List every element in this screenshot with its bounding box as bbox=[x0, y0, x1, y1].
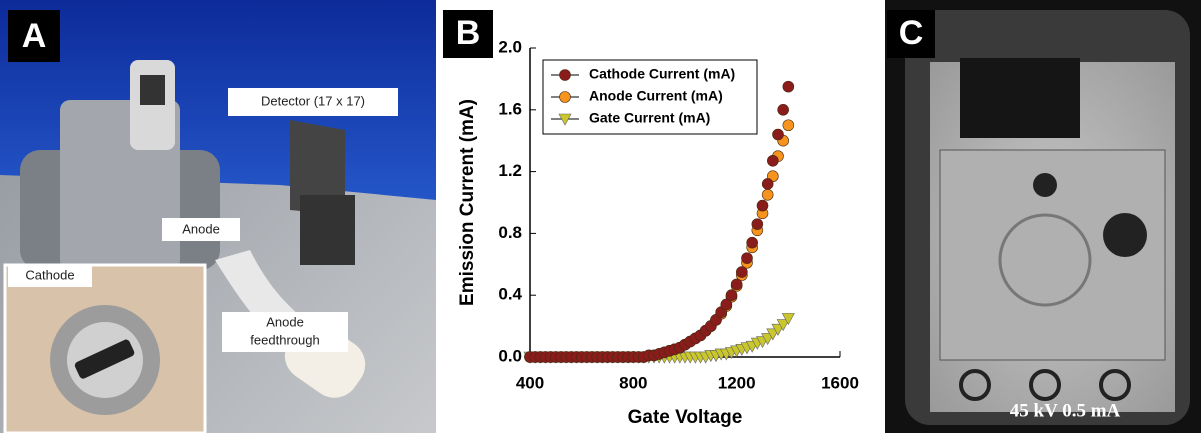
panel-label-box bbox=[443, 10, 493, 58]
marker bbox=[720, 298, 733, 311]
panel-c-xray: C 45 kV 0.5 mA bbox=[885, 0, 1201, 433]
x-tick-label: 1600 bbox=[821, 373, 859, 392]
marker bbox=[558, 113, 572, 126]
legend-label: Cathode Current (mA) bbox=[589, 66, 735, 82]
marker bbox=[559, 91, 571, 103]
marker bbox=[772, 128, 784, 141]
panel-a-photo: A Detector (17 x 17) Anode Cathode Anode… bbox=[0, 0, 436, 435]
marker bbox=[777, 104, 789, 116]
x-tick-label: 1200 bbox=[718, 373, 756, 392]
annotation: Anode bbox=[182, 221, 220, 236]
legend-label: Gate Current (mA) bbox=[589, 110, 710, 126]
annotation: Anode bbox=[266, 314, 304, 329]
annotation: Detector (17 x 17) bbox=[261, 93, 365, 108]
x-tick-label: 400 bbox=[516, 373, 544, 392]
marker bbox=[741, 252, 753, 264]
marker bbox=[751, 218, 764, 230]
annotation: Cathode bbox=[25, 267, 74, 282]
marker bbox=[736, 266, 748, 278]
marker bbox=[559, 69, 571, 81]
marker bbox=[761, 178, 774, 190]
x-tick-label: 800 bbox=[619, 373, 647, 392]
marker bbox=[761, 188, 774, 201]
chart: 0.0 0.4 0.8 1.2 1.6 2.0 400 800 1200 1600 Gate Vol… bbox=[457, 37, 859, 428]
y-tick-label: 0.4 bbox=[498, 285, 522, 304]
x-axis-label: Gate Voltage bbox=[628, 407, 743, 428]
marker bbox=[776, 319, 790, 332]
marker bbox=[746, 236, 758, 249]
annotation: feedthrough bbox=[250, 332, 319, 347]
marker bbox=[782, 80, 795, 93]
caption: 45 kV 0.5 mA bbox=[1010, 400, 1121, 421]
marker bbox=[782, 119, 795, 132]
marker bbox=[781, 313, 795, 326]
marker bbox=[725, 289, 738, 302]
y-tick-label: 1.2 bbox=[498, 161, 522, 180]
panel-label: B bbox=[456, 14, 481, 52]
panel-label: A bbox=[22, 17, 47, 55]
y-tick-label: 0.0 bbox=[498, 346, 522, 365]
y-tick-label: 1.6 bbox=[498, 99, 522, 118]
legend-label: Anode Current (mA) bbox=[589, 88, 723, 104]
y-tick-label: 0.8 bbox=[498, 223, 522, 242]
panel-label: C bbox=[899, 14, 924, 52]
y-axis-label: Emission Current (mA) bbox=[457, 99, 478, 306]
y-tick-label: 2.0 bbox=[498, 37, 522, 56]
marker bbox=[730, 278, 743, 291]
marker bbox=[767, 154, 779, 167]
marker bbox=[756, 199, 769, 212]
